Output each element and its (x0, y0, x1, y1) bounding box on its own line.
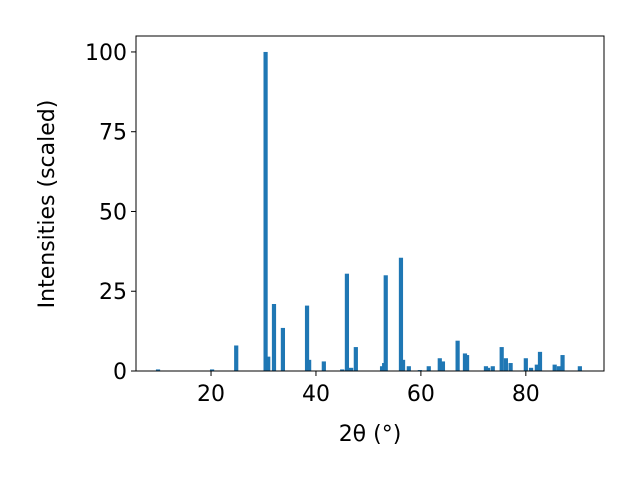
bar (499, 347, 504, 371)
bar (340, 369, 345, 371)
bar (271, 304, 277, 371)
bar (344, 273, 350, 371)
x-axis-label: 2θ (°) (339, 422, 402, 447)
y-tick-label: 75 (99, 121, 127, 146)
bar (523, 358, 528, 371)
bar (307, 359, 312, 371)
bar (383, 275, 388, 371)
bar (534, 364, 539, 371)
bar (503, 358, 508, 371)
bar (266, 356, 271, 371)
bar (406, 366, 411, 371)
bar (155, 369, 161, 371)
bar (552, 364, 557, 371)
bar (321, 361, 326, 371)
x-tick-label: 20 (197, 382, 225, 407)
bar (353, 347, 358, 371)
bar (437, 358, 442, 371)
bar (556, 366, 561, 371)
bar (349, 367, 354, 371)
bar (560, 355, 565, 371)
bar (490, 366, 495, 371)
bar (485, 367, 491, 371)
bar (398, 257, 404, 371)
bar (280, 327, 286, 371)
bar (209, 369, 215, 371)
y-tick-label: 0 (113, 360, 127, 385)
x-tick-label: 60 (407, 382, 435, 407)
bar (455, 340, 460, 371)
bar (263, 51, 268, 371)
plot-frame (135, 35, 605, 372)
y-tick-label: 25 (99, 280, 127, 305)
bar (440, 361, 446, 371)
y-axis-label: Intensities (scaled) (35, 100, 60, 309)
y-tick-label: 50 (99, 200, 127, 225)
bar (577, 366, 582, 371)
bar (400, 359, 406, 371)
bar (304, 305, 310, 371)
bar (508, 363, 513, 371)
x-tick-label: 80 (512, 382, 540, 407)
bar (528, 367, 534, 371)
bar (464, 355, 470, 371)
x-tick-label: 40 (302, 382, 330, 407)
bar (234, 345, 239, 371)
bar (537, 351, 543, 371)
bar (426, 366, 431, 371)
y-tick-label: 100 (85, 41, 127, 66)
